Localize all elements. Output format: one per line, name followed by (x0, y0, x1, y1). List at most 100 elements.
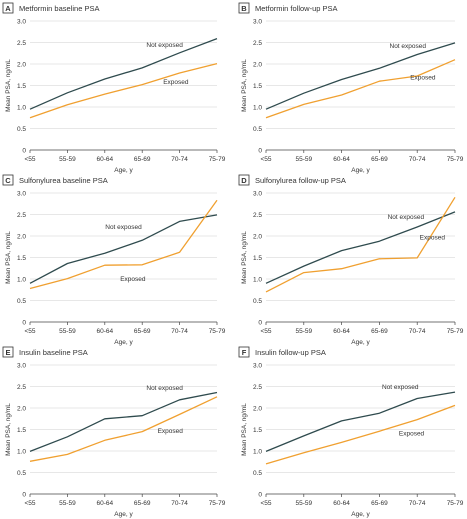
panel-d-y-tick-label: 2.0 (253, 234, 262, 241)
panel-d-x-tick-label: 55-59 (295, 328, 312, 335)
panel-d-y-tick-label: 1.5 (253, 255, 262, 262)
panel-e-not-exposed-label: Not exposed (146, 385, 183, 392)
panel-f-y-tick-label: 0 (258, 492, 262, 499)
panel-c-y-tick-label: 0.5 (17, 298, 26, 305)
panel-e-x-axis-label: Age, y (114, 511, 133, 518)
panel-b-y-tick-label: 0 (258, 148, 262, 155)
panel-b-x-tick-label: 70-74 (409, 156, 426, 163)
panel-f-y-tick-label: 0.5 (253, 470, 262, 477)
panel-a-y-tick-label: 3.0 (17, 19, 26, 26)
panel-f-x-tick-label: 65-69 (371, 500, 388, 507)
panel-a-letter: A (5, 4, 11, 13)
panel-b-x-tick-label: 55-59 (295, 156, 312, 163)
panel-c-y-tick-label: 0 (22, 320, 26, 327)
panel-a-y-tick-label: 2.5 (17, 40, 26, 47)
panel-b-not-exposed-label: Not exposed (390, 43, 427, 50)
panel-d-y-tick-label: 3.0 (253, 191, 262, 198)
panel-a-x-axis-label: Age, y (114, 167, 133, 174)
panel-a-not-exposed-line (29, 37, 218, 110)
panel-b-badge (238, 2, 250, 14)
panel-d-y-tick-label: 0.5 (253, 298, 262, 305)
panel-b-exposed-label: Exposed (410, 75, 436, 82)
panel-d-not-exposed-label: Not exposed (388, 214, 425, 221)
panel-b-x-tick-label: 60-64 (333, 156, 350, 163)
panel-e-x-tick-label: 60-64 (96, 500, 113, 507)
panel-e-y-axis-label: Mean PSA, ng/mL (5, 403, 12, 456)
panel-b-y-axis-label: Mean PSA, ng/mL (241, 59, 248, 112)
panel-a-exposed-label: Exposed (163, 79, 189, 86)
panel-e-x-tick-label: 70-74 (171, 500, 188, 507)
panel-e-x-tick-label: <55 (24, 500, 35, 507)
panel-b-y-tick-label: 2.5 (253, 40, 262, 47)
panel-c-not-exposed-label: Not exposed (105, 224, 142, 231)
panel-b-x-tick-label: <55 (260, 156, 271, 163)
panel-e-y-tick-label: 2.0 (17, 406, 26, 413)
panel-f-title: Insulin follow-up PSA (255, 348, 326, 357)
panel-f-not-exposed-label: Not exposed (382, 384, 419, 391)
panel-a-exposed-line (29, 62, 218, 119)
panel-a-y-tick-label: 1.5 (17, 83, 26, 90)
panel-b-y-tick-label: 0.5 (253, 126, 262, 133)
panel-b-x-tick-label: 75-79 (447, 156, 464, 163)
panel-f-y-tick-label: 2.0 (253, 406, 262, 413)
panel-e-x-tick-label: 65-69 (134, 500, 151, 507)
panel-c-y-tick-label: 1.5 (17, 255, 26, 262)
panel-b-letter: B (241, 4, 247, 13)
panel-a-y-tick-label: 1.0 (17, 105, 26, 112)
panel-e-exposed-line (29, 396, 218, 462)
panel-a-not-exposed-label: Not exposed (146, 42, 183, 49)
panel-e-y-tick-label: 1.5 (17, 427, 26, 434)
panel-a-badge (2, 2, 14, 14)
panel-f-y-axis-label: Mean PSA, ng/mL (241, 403, 248, 456)
panel-c-letter: C (5, 176, 11, 185)
panel-c-exposed-label: Exposed (120, 276, 146, 283)
panel-f-x-axis-label: Age, y (351, 511, 370, 518)
panel-b-exposed-line (265, 59, 456, 119)
panel-f-y-tick-label: 3.0 (253, 363, 262, 370)
panel-d-y-tick-label: 0 (258, 320, 262, 327)
panel-d-y-tick-label: 2.5 (253, 212, 262, 219)
panel-a-x-tick-label: 65-69 (134, 156, 151, 163)
panel-b-y-tick-label: 1.0 (253, 105, 262, 112)
panel-d-x-tick-label: 60-64 (333, 328, 350, 335)
panel-f-y-tick-label: 2.5 (253, 384, 262, 391)
panel-e-badge (2, 346, 14, 358)
panel-f-not-exposed-line (265, 391, 456, 453)
panel-e-exposed-label: Exposed (158, 428, 184, 435)
panel-c-x-tick-label: 65-69 (134, 328, 151, 335)
panel-f-exposed-label: Exposed (399, 430, 425, 437)
panel-a-x-tick-label: 55-59 (59, 156, 76, 163)
panel-e-y-tick-label: 0 (22, 492, 26, 499)
panel-b-title: Metformin follow-up PSA (255, 4, 338, 13)
panel-d-y-tick-label: 1.0 (253, 277, 262, 284)
panel-b-x-axis-label: Age, y (351, 167, 370, 174)
panel-c-x-tick-label: 55-59 (59, 328, 76, 335)
panel-d-x-tick-label: <55 (260, 328, 271, 335)
panel-f-x-tick-label: 70-74 (409, 500, 426, 507)
panel-c-exposed-line (29, 199, 218, 290)
panel-f-exposed-line (265, 404, 456, 465)
panel-d-x-tick-label: 70-74 (409, 328, 426, 335)
panel-a-y-tick-label: 2.0 (17, 62, 26, 69)
panel-d-exposed-label: Exposed (420, 235, 446, 242)
panel-c-x-tick-label: 75-79 (209, 328, 226, 335)
panel-d-letter: D (241, 176, 247, 185)
panel-d-badge (238, 174, 250, 186)
panel-c-y-tick-label: 3.0 (17, 191, 26, 198)
panel-d-x-tick-label: 65-69 (371, 328, 388, 335)
panel-c-x-tick-label: <55 (24, 328, 35, 335)
panel-f-x-tick-label: 75-79 (447, 500, 464, 507)
panel-f-x-tick-label: <55 (260, 500, 271, 507)
panel-c-x-tick-label: 60-64 (96, 328, 113, 335)
panel-d-x-tick-label: 75-79 (447, 328, 464, 335)
panel-e-x-tick-label: 75-79 (209, 500, 226, 507)
panel-e-title: Insulin baseline PSA (19, 348, 88, 357)
panel-c: C Sulfonylurea baseline PSA 0 0.5 1.0 1.5 2.0 2… (2, 174, 226, 346)
panel-b-y-tick-label: 1.5 (253, 83, 262, 90)
panel-c-title: Sulfonylurea baseline PSA (19, 176, 108, 185)
panel-e-not-exposed-line (29, 391, 218, 453)
panel-c-y-axis-label: Mean PSA, ng/mL (5, 231, 12, 284)
panel-e: E Insulin baseline PSA 0 0.5 1.0 1.5 2.0 2.5 3.0… (2, 346, 226, 518)
panel-d-not-exposed-line (265, 211, 456, 284)
